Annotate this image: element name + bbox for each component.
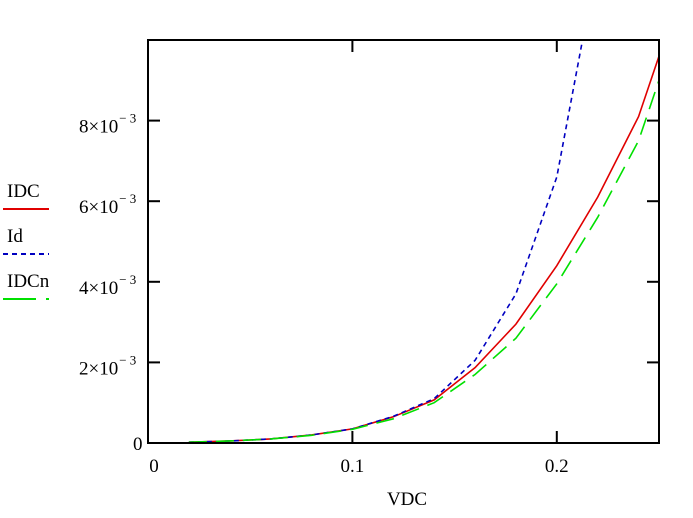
x-axis-label: VDC <box>387 489 427 510</box>
y-tick-label: 6×10− 3 <box>79 191 136 218</box>
y-tick-label: 2×10− 3 <box>79 352 136 379</box>
legend-label-idcn: IDCn <box>7 271 50 292</box>
x-tick-label: 0.2 <box>545 456 569 477</box>
series-line-id <box>188 40 584 443</box>
y-tick-mantissa: 0 <box>133 434 143 455</box>
x-tick-label: 0.1 <box>341 456 365 477</box>
y-tick-exponent: − 3 <box>119 272 136 287</box>
y-tick-label: 0 <box>133 434 143 455</box>
series-line-idcn <box>188 80 659 443</box>
y-tick-mantissa: 2×10 <box>79 358 118 379</box>
y-tick-mantissa: 4×10 <box>79 278 118 299</box>
x-tick-label: 0 <box>149 456 159 477</box>
y-tick-exponent: − 3 <box>119 352 136 367</box>
y-tick-mantissa: 8×10 <box>79 117 118 138</box>
plot-frame <box>147 39 660 444</box>
y-tick-exponent: − 3 <box>119 111 136 126</box>
y-tick-exponent: − 3 <box>119 191 136 206</box>
series-line-idc <box>188 55 659 443</box>
y-tick-label: 8×10− 3 <box>79 111 136 138</box>
legend-label-idc: IDC <box>7 181 40 202</box>
legend-label-id: Id <box>7 226 23 247</box>
y-tick-label: 4×10− 3 <box>79 272 136 299</box>
y-tick-mantissa: 6×10 <box>79 197 118 218</box>
